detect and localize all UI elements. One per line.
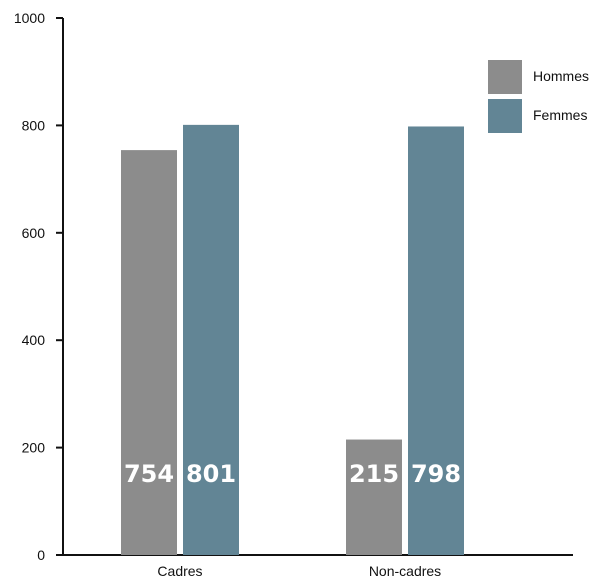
y-tick-label: 0 [37,547,45,563]
y-tick-label: 800 [22,117,46,133]
legend-label: Femmes [533,107,587,123]
legend-swatch-femmes [488,99,522,133]
x-category-label: Non-cadres [369,563,441,579]
bar-value-label: 215 [349,460,399,488]
y-tick-label: 1000 [14,10,45,26]
y-tick-label: 600 [22,225,46,241]
y-tick-label: 200 [22,440,46,456]
bar-hommes-cadres [121,150,177,556]
bar-value-label: 801 [186,460,236,488]
legend-swatch-hommes [488,60,522,94]
legend-label: Hommes [533,68,589,84]
y-tick-label: 400 [22,332,46,348]
bar-hommes-non-cadres [346,439,402,555]
bar-femmes-non-cadres [408,126,464,555]
bar-femmes-cadres [183,124,239,555]
bar-value-label: 798 [411,460,461,488]
x-category-label: Cadres [157,563,202,579]
bar-value-label: 754 [124,460,174,488]
